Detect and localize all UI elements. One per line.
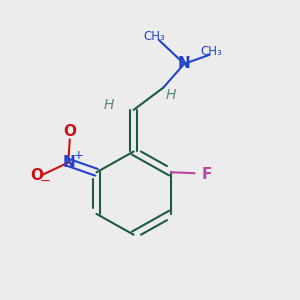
- Text: O: O: [63, 124, 76, 140]
- Text: F: F: [201, 167, 212, 182]
- Text: N: N: [178, 56, 190, 71]
- Text: H: H: [103, 98, 114, 112]
- Text: CH₃: CH₃: [200, 45, 222, 58]
- Text: O: O: [31, 168, 44, 183]
- Text: N: N: [63, 155, 76, 170]
- Text: CH₃: CH₃: [144, 30, 165, 43]
- Text: −: −: [40, 175, 51, 188]
- Text: +: +: [74, 149, 84, 162]
- Text: H: H: [166, 88, 176, 102]
